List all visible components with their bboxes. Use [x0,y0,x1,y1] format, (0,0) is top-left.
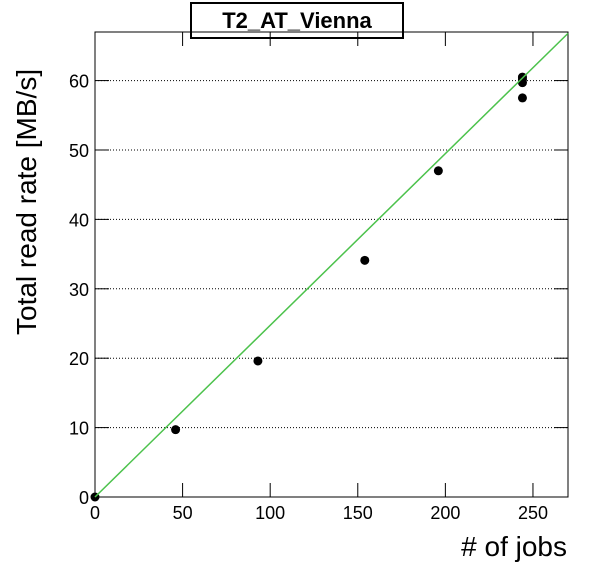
y-tick-label: 10 [69,419,89,439]
x-tick-label: 50 [173,503,193,523]
fit-line [94,32,569,498]
x-axis-label: # of jobs [461,531,567,562]
data-point [517,93,527,103]
chart-title: T2_AT_Vienna [222,8,372,33]
data-point [433,166,443,176]
y-tick-label: 0 [79,488,89,508]
x-tick-label: 250 [518,503,548,523]
x-tick-label: 100 [255,503,285,523]
y-tick-label: 60 [69,72,89,92]
y-axis-label: Total read rate [MB/s] [11,69,42,335]
x-tick-label: 0 [90,503,100,523]
x-tick-label: 150 [343,503,373,523]
data-point [360,255,370,265]
data-point [253,356,263,366]
y-tick-label: 40 [69,210,89,230]
plot-frame [94,31,569,498]
y-tick-label: 50 [69,141,89,161]
x-tick-label: 200 [430,503,460,523]
y-tick-label: 30 [69,280,89,300]
y-tick-label: 20 [69,349,89,369]
data-point [171,425,181,435]
